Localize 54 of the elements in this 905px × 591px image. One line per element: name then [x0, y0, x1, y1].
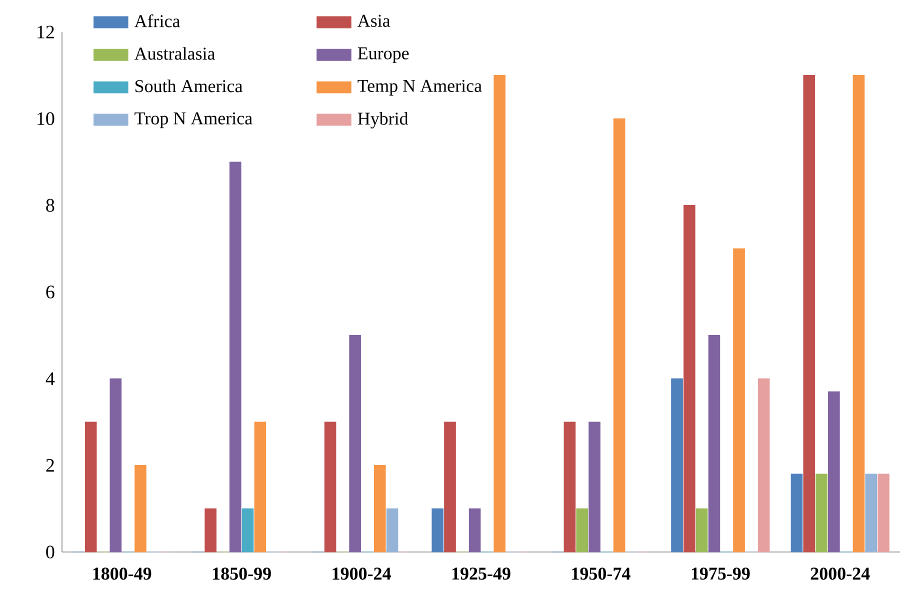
legend-label: Africa: [134, 14, 180, 28]
legend-label: Trop N America: [134, 112, 252, 128]
y-tick-label: 2: [46, 459, 54, 472]
x-tick-label: 1975-99: [692, 568, 750, 580]
bar: [613, 118, 626, 552]
bar: [324, 422, 336, 552]
legend-label: Europe: [358, 47, 409, 64]
x-tick-label: 1800-49: [93, 568, 152, 580]
bar: [432, 508, 444, 552]
bar: [204, 508, 216, 552]
legend-label: Asia: [358, 14, 390, 27]
bar: [790, 474, 803, 552]
bar: [576, 508, 588, 552]
bar: [878, 474, 890, 552]
bar: [564, 422, 576, 552]
y-tick-label: 4: [46, 372, 55, 385]
bar: [374, 465, 386, 552]
bar: [708, 335, 720, 552]
y-tick-label: 10: [38, 112, 54, 126]
legend-label: Temp N America: [358, 80, 482, 96]
bar: [828, 391, 840, 552]
legend-label: Hybrid: [358, 112, 408, 128]
bar: [386, 508, 398, 552]
bar: [349, 335, 361, 552]
bar: [852, 75, 865, 552]
bar: [468, 508, 481, 552]
x-tick-label: 1900-24: [332, 568, 391, 580]
bar: [684, 205, 696, 552]
bar: [733, 248, 745, 552]
bar: [134, 465, 146, 552]
bar: [110, 378, 122, 552]
bar: [229, 162, 242, 552]
y-tick-label: 8: [46, 198, 54, 212]
x-tick-label: 1850-99: [213, 568, 271, 580]
bar: [588, 422, 600, 552]
bar: [865, 474, 878, 552]
bar: [494, 75, 506, 552]
bar: [242, 508, 254, 552]
bar: [803, 75, 816, 552]
bar: [758, 378, 770, 552]
x-tick-label: 1950-74: [572, 568, 630, 580]
bar: [254, 422, 266, 552]
x-tick-label: 2000-24: [810, 568, 870, 580]
legend-label: South America: [135, 80, 243, 92]
y-tick-label: 0: [46, 546, 54, 558]
y-tick-label: 12: [38, 26, 54, 38]
bar: [671, 378, 683, 552]
y-tick-label: 6: [46, 286, 54, 298]
bar: [816, 474, 828, 552]
bar: [696, 508, 708, 552]
bar: [444, 422, 456, 552]
x-tick-label: 1925-49: [452, 568, 510, 580]
bar: [84, 422, 97, 552]
legend-label: Australasia: [134, 47, 216, 60]
